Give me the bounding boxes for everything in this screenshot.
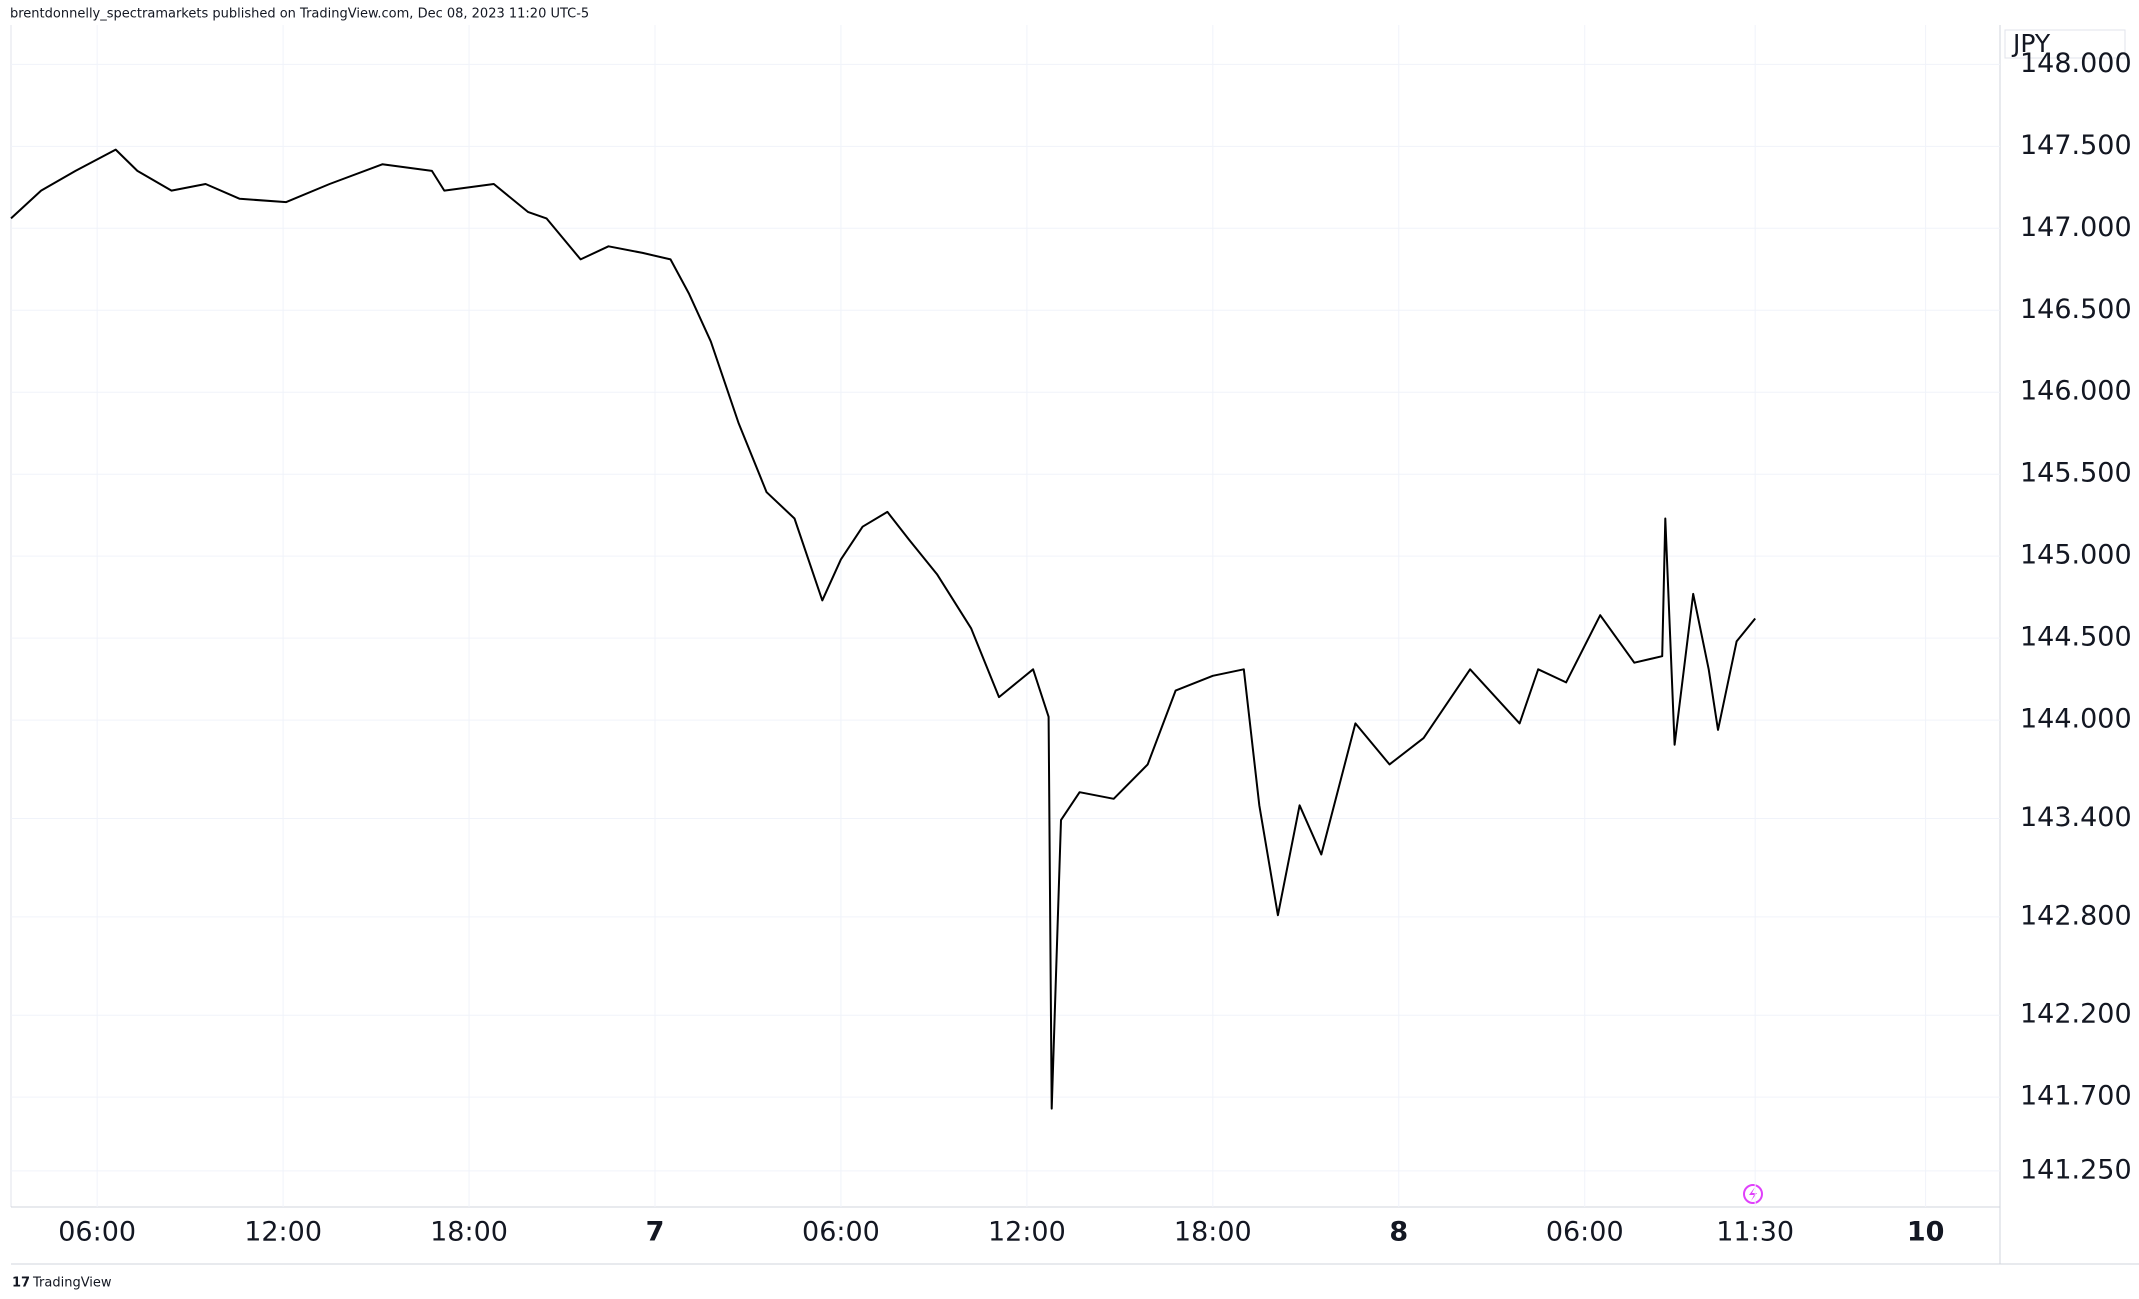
x-tick-label: 8: [1389, 1217, 1408, 1248]
brand: TradingView: [32, 1276, 112, 1291]
x-tick-label: 18:00: [1174, 1217, 1252, 1248]
y-tick-label: 144.500: [2020, 622, 2132, 653]
y-tick-label: 142.800: [2020, 900, 2132, 931]
y-tick-label: 145.500: [2020, 458, 2132, 489]
x-tick-label: 10: [1907, 1217, 1945, 1248]
y-tick-label: 141.250: [2020, 1154, 2132, 1185]
y-tick-label: 143.400: [2020, 802, 2132, 833]
symbol-box: [2004, 29, 2126, 59]
y-tick-label: 142.200: [2020, 999, 2132, 1030]
y-tick-label: 147.000: [2020, 212, 2132, 243]
lightning-icon: [1743, 1184, 1763, 1204]
x-tick-label: 7: [646, 1217, 665, 1248]
logo-mark: 17: [12, 1276, 30, 1291]
y-tick-label: 141.700: [2020, 1081, 2132, 1112]
y-tick-label: 145.000: [2020, 540, 2132, 571]
y-tick-label: 147.500: [2020, 130, 2132, 161]
x-tick-label: 11:30: [1716, 1217, 1794, 1248]
x-tick-label: 06:00: [1546, 1217, 1624, 1248]
price-line: [10, 148, 1756, 1110]
published-note: brentdonnelly_spectramarkets published o…: [10, 7, 589, 22]
grid: [11, 25, 2000, 1207]
x-tick-label: 12:00: [244, 1217, 322, 1248]
symbol-label: JPY: [2011, 29, 2051, 58]
y-tick-label: 144.000: [2020, 704, 2132, 735]
y-tick-label: 146.000: [2020, 376, 2132, 407]
x-tick-label: 06:00: [58, 1217, 136, 1248]
y-tick-label: 146.500: [2020, 294, 2132, 325]
y-tick-label: 148.000: [2020, 48, 2132, 79]
x-tick-label: 06:00: [802, 1217, 880, 1248]
x-tick-label: 18:00: [430, 1217, 508, 1248]
x-tick-label: 12:00: [988, 1217, 1066, 1248]
